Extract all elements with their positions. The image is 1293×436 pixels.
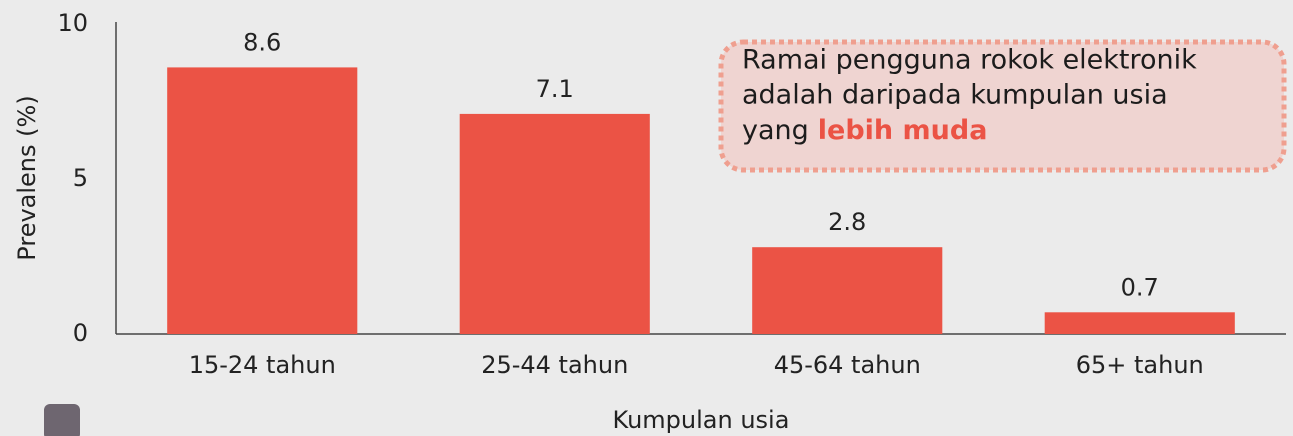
x-tick-label: 45-64 tahun: [774, 351, 921, 379]
annotation-line: yang lebih muda: [742, 115, 987, 146]
bar: [167, 67, 358, 335]
y-tick-label: 10: [57, 9, 88, 37]
bar: [459, 113, 650, 335]
y-tick-label: 0: [73, 319, 88, 347]
bar: [1044, 312, 1235, 334]
value-label: 8.6: [243, 28, 281, 56]
annotation-line: adalah daripada kumpulan usia: [742, 80, 1168, 111]
annotation-line: Ramai pengguna rokok elektronik: [742, 45, 1197, 76]
x-tick-label: 15-24 tahun: [189, 351, 336, 379]
x-tick-label: 65+ tahun: [1076, 351, 1204, 379]
value-label: 0.7: [1121, 273, 1159, 301]
y-tick-label: 5: [73, 164, 88, 192]
icon: [44, 404, 80, 436]
value-label: 7.1: [536, 75, 574, 103]
x-tick-label: 25-44 tahun: [481, 351, 628, 379]
annotation-box: [718, 39, 1287, 173]
y-axis-label: Prevalens (%): [13, 95, 41, 260]
annotation-text: yang: [742, 115, 809, 146]
value-label: 2.8: [828, 208, 866, 236]
annotation-highlight: lebih muda: [818, 115, 988, 146]
bar: [752, 247, 943, 334]
x-axis-label: Kumpulan usia: [613, 406, 790, 434]
